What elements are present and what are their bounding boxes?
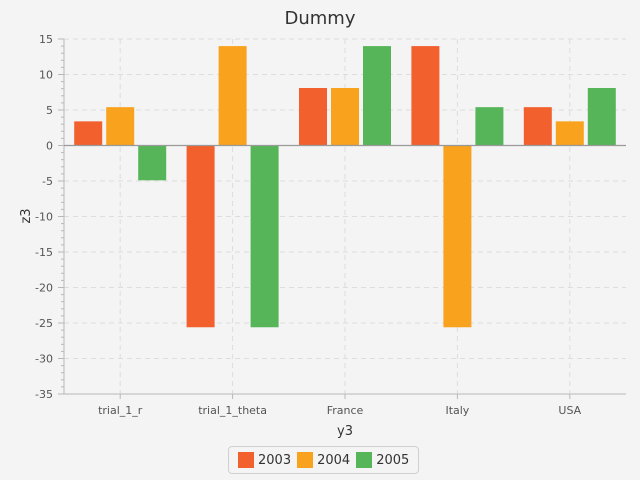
y-tick-label: 0 — [46, 140, 53, 153]
legend-swatch — [356, 452, 373, 468]
x-tick-label: USA — [558, 404, 581, 417]
bar-2005-trial_1_theta — [250, 145, 279, 328]
legend-label: 2003 — [258, 452, 292, 468]
bar-2003-France — [299, 87, 327, 146]
legend-swatch — [297, 452, 314, 468]
y-tick-label: -25 — [35, 317, 53, 330]
bar-2003-Italy — [411, 46, 440, 146]
bar-2004-trial_1_r — [106, 107, 135, 146]
x-tick-label: trial_1_r — [98, 404, 143, 417]
y-tick-label: -10 — [35, 211, 53, 224]
y-tick-label: -5 — [42, 175, 53, 188]
y-tick-label: 5 — [46, 104, 53, 117]
y-tick-label: -35 — [35, 388, 53, 401]
bar-2005-France — [363, 46, 391, 146]
y-axis-label: z3 — [19, 208, 34, 223]
chart-title: Dummy — [285, 8, 356, 29]
legend-item-2004: 2004 — [297, 452, 350, 468]
bars — [74, 46, 616, 328]
bar-2005-Italy — [475, 107, 504, 146]
legend-label: 2005 — [376, 452, 410, 468]
bar-2003-trial_1_theta — [186, 145, 215, 328]
y-tick-label: -15 — [35, 246, 53, 259]
bar-2005-trial_1_r — [138, 145, 167, 181]
bar-2003-trial_1_r — [74, 121, 103, 146]
bar-2005-USA — [587, 87, 616, 146]
legend-label: 2004 — [317, 452, 351, 468]
bar-2004-USA — [555, 121, 584, 146]
y-tick-label: 10 — [39, 69, 53, 82]
legend-swatch — [238, 452, 254, 468]
bar-2004-France — [331, 87, 359, 146]
y-tick-label: 15 — [39, 33, 53, 46]
axes: 15 10 5 0 -5 -10 -15 -20 -25 -30 -35 trial_1_r trial… — [35, 33, 626, 417]
x-tick-label: France — [327, 404, 364, 417]
y-tick-label: -20 — [35, 282, 53, 295]
y-tick-label: -30 — [35, 353, 53, 366]
bar-2004-Italy — [443, 145, 472, 328]
legend: 2003 2004 2005 — [228, 446, 420, 474]
x-tick-label: trial_1_theta — [198, 404, 267, 417]
legend-item-2003: 2003 — [238, 452, 291, 468]
x-axis-label: y3 — [337, 424, 353, 439]
bar-2004-trial_1_theta — [218, 46, 247, 146]
x-tick-label: Italy — [445, 404, 469, 417]
legend-item-2005: 2005 — [356, 452, 409, 468]
bar-2003-USA — [523, 107, 552, 146]
